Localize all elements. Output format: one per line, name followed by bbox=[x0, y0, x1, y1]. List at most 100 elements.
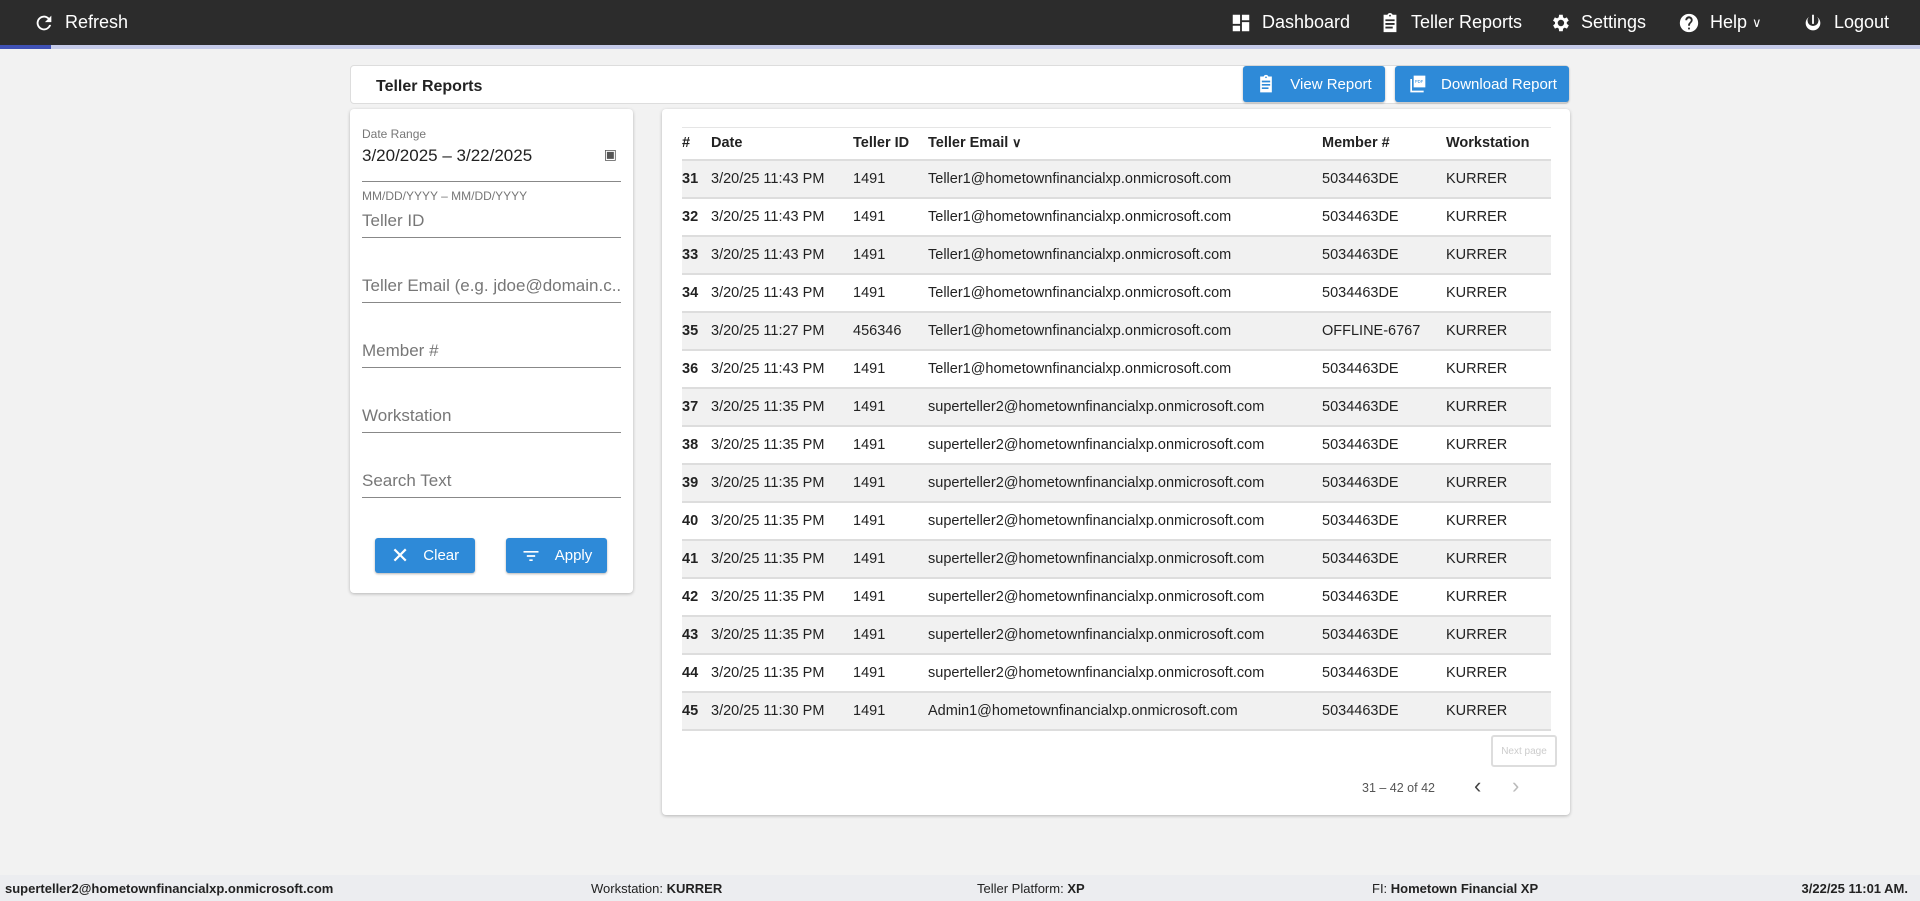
table-row[interactable]: 32 3/20/25 11:43 PM 1491 Teller1@hometownfi… bbox=[682, 197, 1551, 237]
table-cell: KURRER bbox=[1446, 577, 1551, 617]
table-row[interactable]: 43 3/20/25 11:35 PM 1491 superteller2@homet… bbox=[682, 615, 1551, 655]
table-cell: 5034463DE bbox=[1322, 425, 1446, 465]
table-cell: 1491 bbox=[853, 539, 928, 579]
table-cell: 3/20/25 11:35 PM bbox=[711, 577, 853, 617]
column-header[interactable]: Date bbox=[711, 127, 853, 161]
column-header-label: Workstation bbox=[1446, 135, 1530, 152]
table-cell: 3/20/25 11:43 PM bbox=[711, 159, 853, 199]
table-cell: superteller2@hometownfinancialxp.onmicro… bbox=[928, 501, 1322, 541]
column-header[interactable]: Teller ID bbox=[853, 127, 928, 161]
download-report-button[interactable]: PDF Download Report bbox=[1395, 66, 1569, 102]
table-cell: 5034463DE bbox=[1322, 235, 1446, 275]
table-cell: 3/20/25 11:30 PM bbox=[711, 691, 853, 731]
teller-email-field[interactable] bbox=[362, 276, 621, 303]
teller-id-input[interactable] bbox=[362, 211, 621, 237]
refresh-button[interactable]: Refresh bbox=[33, 0, 128, 45]
progress-strip bbox=[0, 45, 1920, 49]
download-report-label: Download Report bbox=[1441, 75, 1557, 93]
column-header-label: Date bbox=[711, 135, 743, 152]
table-row[interactable]: 40 3/20/25 11:35 PM 1491 superteller2@homet… bbox=[682, 501, 1551, 541]
table-cell: superteller2@hometownfinancialxp.onmicro… bbox=[928, 615, 1322, 655]
table-cell: 5034463DE bbox=[1322, 577, 1446, 617]
gear-icon bbox=[1553, 14, 1569, 31]
table-cell: Admin1@hometownfinancialxp.onmicrosoft.c… bbox=[928, 691, 1322, 731]
table-row[interactable]: 35 3/20/25 11:27 PM 456346 Teller1@hometown… bbox=[682, 311, 1551, 351]
footer-platform-label: Teller Platform: bbox=[977, 881, 1068, 896]
next-page-button[interactable]: › bbox=[1512, 773, 1520, 798]
status-footer: superteller2@hometownfinancialxp.onmicro… bbox=[0, 875, 1920, 901]
clear-button[interactable]: ✕ Clear bbox=[375, 538, 475, 573]
settings-label: Settings bbox=[1581, 12, 1647, 32]
table-cell: 5034463DE bbox=[1322, 159, 1446, 199]
table-cell: 5034463DE bbox=[1322, 349, 1446, 389]
table-cell: KURRER bbox=[1446, 425, 1551, 465]
nav-logout[interactable]: Logout bbox=[1802, 0, 1889, 45]
table-row[interactable]: 38 3/20/25 11:35 PM 1491 superteller2@homet… bbox=[682, 425, 1551, 465]
table-cell: 39 bbox=[682, 463, 711, 503]
calendar-icon[interactable]: ▣ bbox=[603, 146, 617, 162]
table-cell: 40 bbox=[682, 501, 711, 541]
date-range-input[interactable]: 3/20/2025 – 3/22/2025 ▣ bbox=[362, 146, 621, 182]
footer-fi-label: FI: bbox=[1372, 881, 1391, 896]
table-row[interactable]: 45 3/20/25 11:30 PM 1491 Admin1@hometownfin… bbox=[682, 691, 1551, 731]
table-cell: Teller1@hometownfinancialxp.onmicrosoft.… bbox=[928, 235, 1322, 275]
table-cell: superteller2@hometownfinancialxp.onmicro… bbox=[928, 539, 1322, 579]
member-field[interactable] bbox=[362, 341, 621, 368]
table-row[interactable]: 41 3/20/25 11:35 PM 1491 superteller2@homet… bbox=[682, 539, 1551, 579]
table-row[interactable]: 42 3/20/25 11:35 PM 1491 superteller2@homet… bbox=[682, 577, 1551, 617]
table-cell: 3/20/25 11:43 PM bbox=[711, 197, 853, 237]
column-header[interactable]: Workstation bbox=[1446, 127, 1551, 161]
search-text-input[interactable] bbox=[362, 471, 621, 497]
table-cell: 5034463DE bbox=[1322, 501, 1446, 541]
column-header[interactable]: Member # bbox=[1322, 127, 1446, 161]
nav-teller-reports[interactable]: Teller Reports bbox=[1379, 0, 1522, 45]
nav-help[interactable]: Help ∨ bbox=[1678, 0, 1762, 45]
teller-reports-label: Teller Reports bbox=[1411, 12, 1523, 32]
table-cell: Teller1@hometownfinancialxp.onmicrosoft.… bbox=[928, 349, 1322, 389]
apply-button[interactable]: Apply bbox=[506, 538, 607, 573]
table-cell: 1491 bbox=[853, 577, 928, 617]
table-cell: 37 bbox=[682, 387, 711, 427]
teller-id-field[interactable] bbox=[362, 211, 621, 238]
column-header[interactable]: Teller Email ∨ bbox=[928, 127, 1322, 161]
date-range-label: Date Range bbox=[362, 127, 427, 141]
workstation-input[interactable] bbox=[362, 406, 621, 432]
date-range-value: 3/20/2025 – 3/22/2025 bbox=[362, 146, 533, 165]
table-cell: 42 bbox=[682, 577, 711, 617]
table-row[interactable]: 37 3/20/25 11:35 PM 1491 superteller2@homet… bbox=[682, 387, 1551, 427]
table-cell: 456346 bbox=[853, 311, 928, 351]
table-cell: 43 bbox=[682, 615, 711, 655]
column-header-label: # bbox=[682, 135, 691, 152]
table-row[interactable]: 31 3/20/25 11:43 PM 1491 Teller1@hometownfi… bbox=[682, 159, 1551, 199]
view-report-button[interactable]: View Report bbox=[1243, 66, 1385, 102]
logout-label: Logout bbox=[1834, 12, 1890, 32]
previous-page-button[interactable]: ‹ bbox=[1474, 773, 1482, 798]
nav-dashboard[interactable]: Dashboard bbox=[1230, 0, 1350, 45]
workstation-field[interactable] bbox=[362, 406, 621, 433]
nav-settings[interactable]: Settings bbox=[1549, 0, 1646, 45]
table-cell: 1491 bbox=[853, 273, 928, 313]
table-cell: KURRER bbox=[1446, 691, 1551, 731]
table-cell: 1491 bbox=[853, 463, 928, 503]
table-cell: KURRER bbox=[1446, 311, 1551, 351]
table-cell: 34 bbox=[682, 273, 711, 313]
table-cell: KURRER bbox=[1446, 463, 1551, 503]
teller-email-input[interactable] bbox=[362, 276, 621, 302]
table-row[interactable]: 44 3/20/25 11:35 PM 1491 superteller2@homet… bbox=[682, 653, 1551, 693]
member-input[interactable] bbox=[362, 341, 621, 367]
table-cell: 1491 bbox=[853, 387, 928, 427]
sort-chevron-down-icon: ∨ bbox=[1008, 135, 1022, 151]
table-row[interactable]: 36 3/20/25 11:43 PM 1491 Teller1@hometownfi… bbox=[682, 349, 1551, 389]
table-cell: 1491 bbox=[853, 425, 928, 465]
search-text-field[interactable] bbox=[362, 471, 621, 498]
column-header[interactable]: # bbox=[682, 127, 711, 161]
table-row[interactable]: 33 3/20/25 11:43 PM 1491 Teller1@hometownfi… bbox=[682, 235, 1551, 275]
table-row[interactable]: 34 3/20/25 11:43 PM 1491 Teller1@hometownfi… bbox=[682, 273, 1551, 313]
table-cell: 5034463DE bbox=[1322, 615, 1446, 655]
table-cell: KURRER bbox=[1446, 159, 1551, 199]
pdf-icon: PDF bbox=[1410, 75, 1426, 93]
footer-user: superteller2@hometownfinancialxp.onmicro… bbox=[5, 881, 334, 896]
table-row[interactable]: 39 3/20/25 11:35 PM 1491 superteller2@homet… bbox=[682, 463, 1551, 503]
table-cell: superteller2@hometownfinancialxp.onmicro… bbox=[928, 425, 1322, 465]
table-cell: 41 bbox=[682, 539, 711, 579]
